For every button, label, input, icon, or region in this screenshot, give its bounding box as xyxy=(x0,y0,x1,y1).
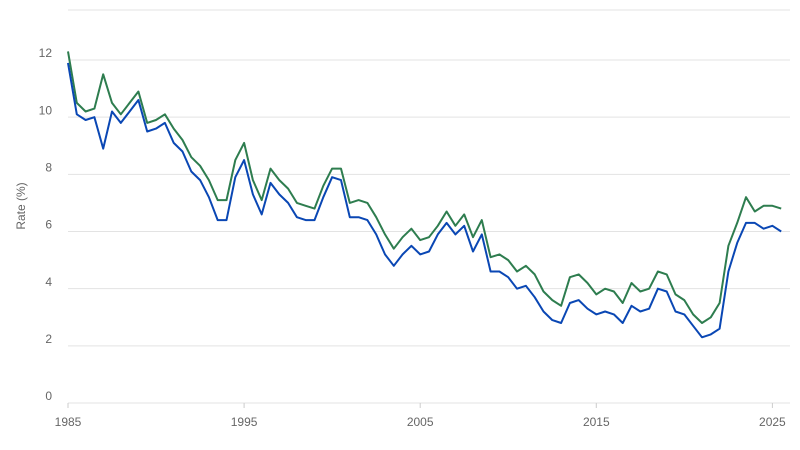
y-tick-label: 8 xyxy=(45,161,52,175)
x-tick-label: 2005 xyxy=(407,415,434,429)
line xyxy=(67,62,782,339)
y-tick-label: 0 xyxy=(45,389,52,403)
y-tick-label: 10 xyxy=(39,103,53,117)
x-tick-label: 2025 xyxy=(759,415,786,429)
y-tick-label: 4 xyxy=(45,275,52,289)
y-axis-label: Rate (%) xyxy=(14,182,28,229)
x-tick-label: 1995 xyxy=(231,415,258,429)
x-tick-label: 2015 xyxy=(583,415,610,429)
y-tick-label: 6 xyxy=(45,218,52,232)
y-tick-label: 2 xyxy=(45,332,52,346)
x-tick-label: 1985 xyxy=(55,415,82,429)
line xyxy=(67,51,782,324)
y-tick-label: 12 xyxy=(39,46,53,60)
